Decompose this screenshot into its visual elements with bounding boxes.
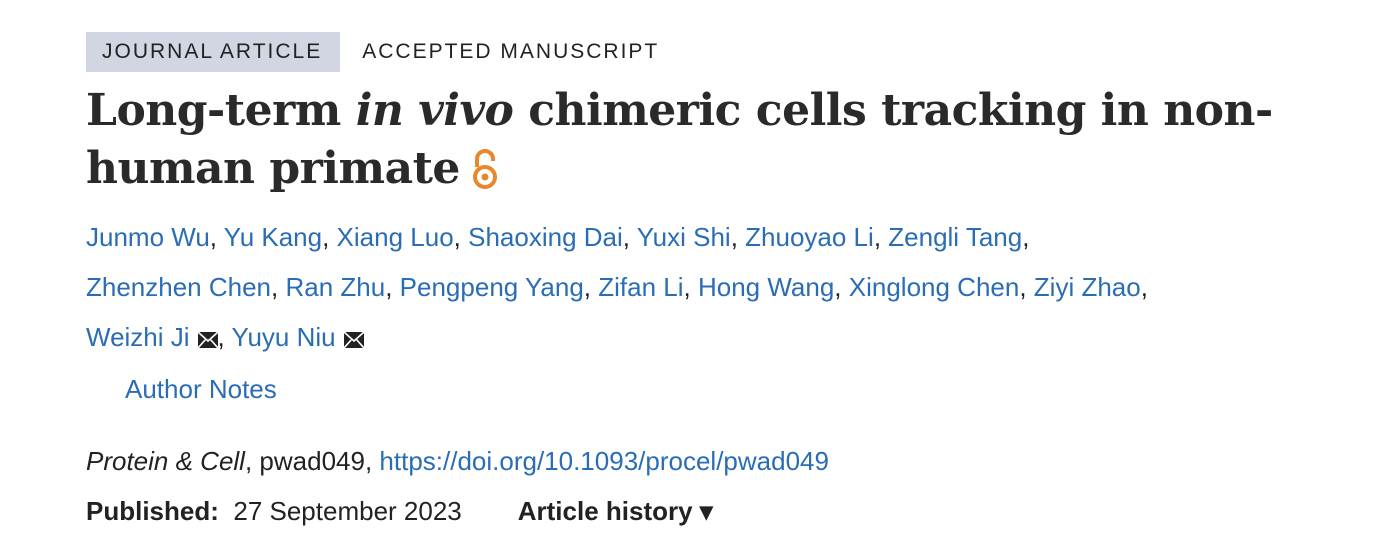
published-date: 27 September 2023	[233, 496, 462, 526]
author-link[interactable]: Junmo Wu	[86, 222, 210, 252]
published-label: Published:	[86, 496, 219, 526]
journal-article-badge: JOURNAL ARTICLE	[86, 32, 341, 72]
open-lock-icon	[472, 146, 498, 204]
author-entry: Zifan Li,	[598, 272, 698, 302]
author-entry: Zengli Tang,	[888, 222, 1030, 252]
author-entry: Ziyi Zhao,	[1033, 272, 1148, 302]
author-entry: Zhenzhen Chen,	[86, 272, 286, 302]
title-italic: in vivo	[355, 85, 514, 136]
author-entry: Xinglong Chen,	[848, 272, 1034, 302]
author-list: Junmo Wu, Yu Kang, Xiang Luo, Shaoxing D…	[86, 212, 1366, 364]
author-link[interactable]: Zhuoyao Li	[745, 222, 874, 252]
author-notes-link[interactable]: Author Notes	[125, 374, 277, 404]
author-link[interactable]: Xinglong Chen	[848, 272, 1020, 302]
envelope-icon[interactable]	[196, 314, 219, 364]
article-id: , pwad049,	[244, 446, 380, 476]
author-entry: Weizhi Ji,	[86, 322, 232, 352]
author-link[interactable]: Yuxi Shi	[636, 222, 731, 252]
author-link[interactable]: Xiang Luo	[336, 222, 454, 252]
author-entry: Xiang Luo,	[336, 222, 469, 252]
accepted-manuscript-label: ACCEPTED MANUSCRIPT	[362, 40, 660, 63]
author-entry: Hong Wang,	[697, 272, 849, 302]
journal-name: Protein & Cell	[86, 446, 245, 476]
author-link[interactable]: Yu Kang	[223, 222, 323, 252]
author-entry: Shaoxing Dai,	[468, 222, 637, 252]
author-entry: Pengpeng Yang,	[399, 272, 599, 302]
article-header: JOURNAL ARTICLE ACCEPTED MANUSCRIPT Long…	[86, 32, 1376, 536]
author-entry: Junmo Wu,	[86, 222, 224, 252]
author-link[interactable]: Pengpeng Yang	[399, 272, 584, 302]
publication-info: Published: 27 September 2023 Article his…	[86, 486, 1376, 536]
author-entry: Yuxi Shi,	[636, 222, 746, 252]
author-link[interactable]: Zifan Li	[598, 272, 684, 302]
author-link[interactable]: Zengli Tang	[888, 222, 1023, 252]
author-entry: Yu Kang,	[223, 222, 337, 252]
author-entry: Zhuoyao Li,	[745, 222, 889, 252]
author-entry: Yuyu Niu	[231, 322, 365, 352]
author-link[interactable]: Yuyu Niu	[231, 322, 336, 352]
title-text: chimeric cells tracking in non-human pri…	[86, 85, 1273, 194]
author-link[interactable]: Ran Zhu	[285, 272, 386, 302]
author-link[interactable]: Zhenzhen Chen	[86, 272, 272, 302]
envelope-icon[interactable]	[343, 314, 365, 364]
author-link[interactable]: Weizhi Ji	[86, 322, 190, 352]
doi-link[interactable]: https://doi.org/10.1093/procel/pwad049	[379, 446, 829, 476]
article-title: Long-term in vivo chimeric cells trackin…	[86, 82, 1376, 204]
citation: Protein & Cell, pwad049, https://doi.org…	[86, 436, 1376, 486]
title-text: Long-term	[86, 85, 356, 136]
author-link[interactable]: Hong Wang	[697, 272, 835, 302]
author-link[interactable]: Ziyi Zhao	[1033, 272, 1141, 302]
article-history-dropdown[interactable]: Article history ▾	[517, 496, 713, 526]
article-types: JOURNAL ARTICLE ACCEPTED MANUSCRIPT	[86, 32, 1376, 72]
author-entry: Ran Zhu,	[285, 272, 400, 302]
author-link[interactable]: Shaoxing Dai	[468, 222, 623, 252]
